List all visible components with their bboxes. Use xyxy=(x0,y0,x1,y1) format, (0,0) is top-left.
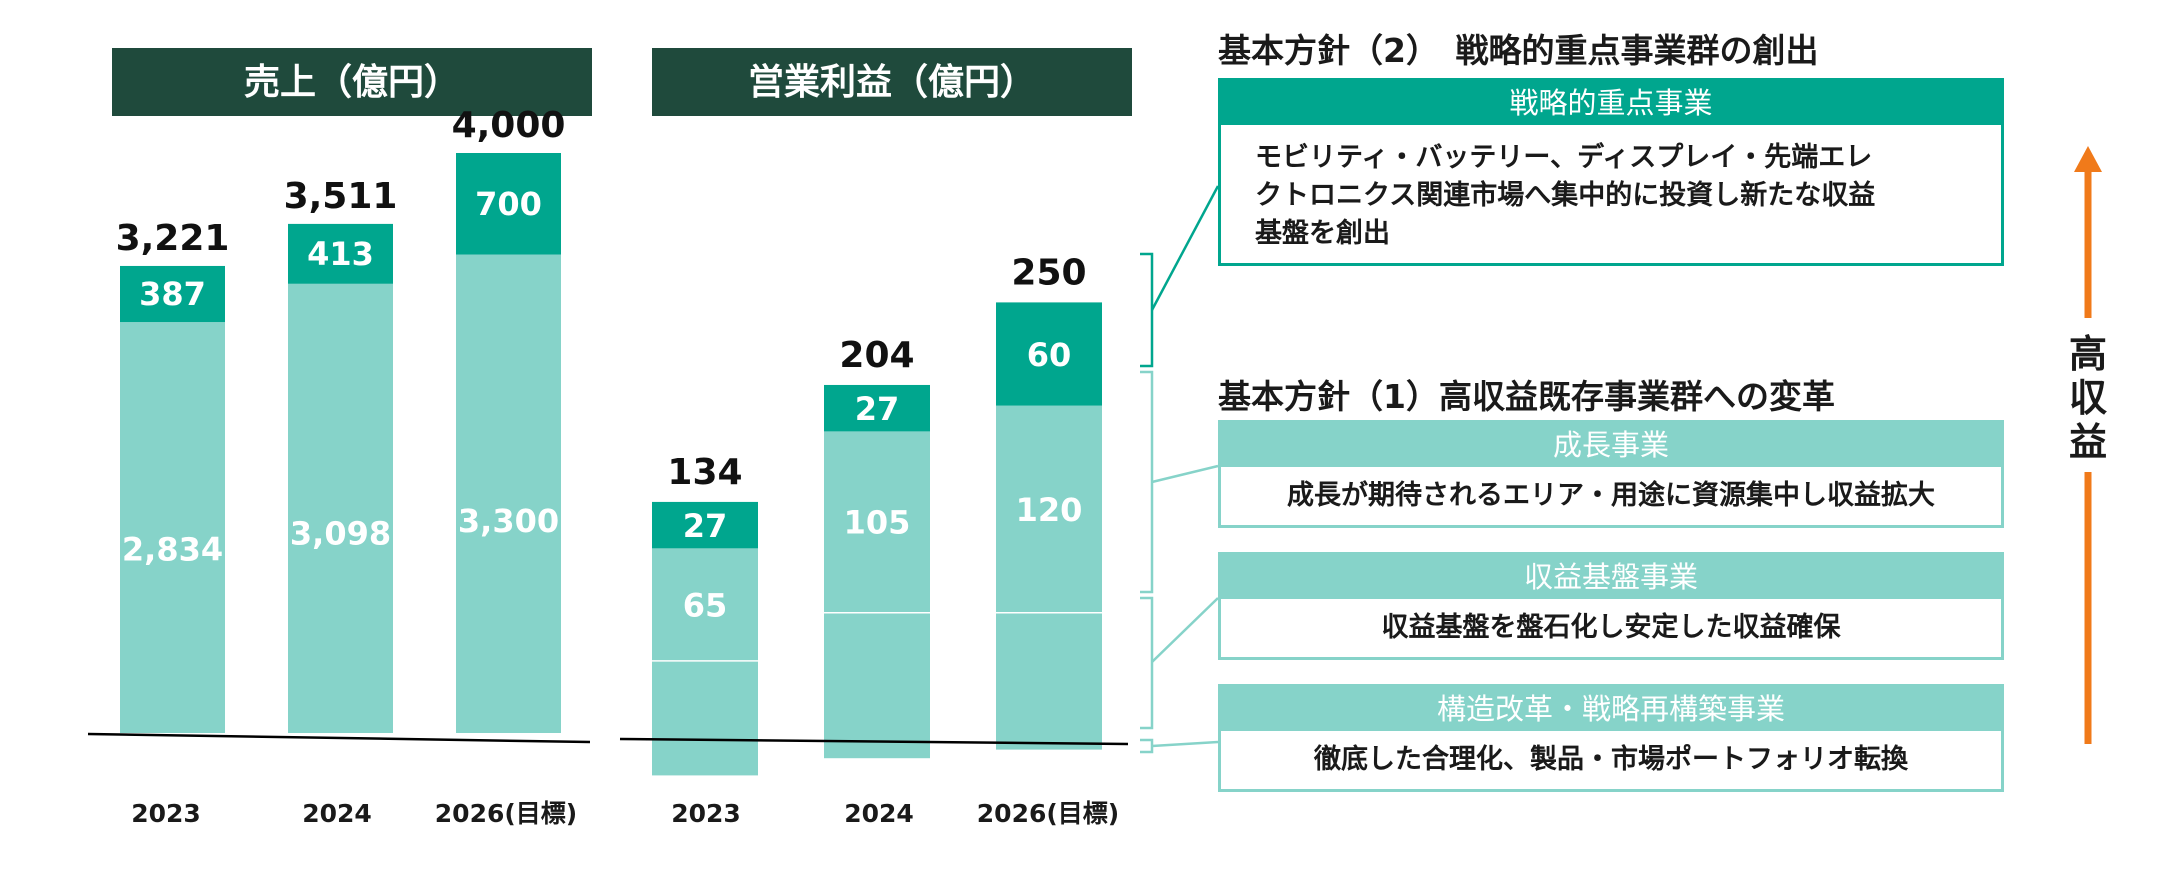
sales-chart-title: 売上（億円） xyxy=(244,62,460,103)
profit-growth-label-0: 65 xyxy=(683,586,728,624)
growth-box: 成長事業 成長が期待されるエリア・用途に資源集中し収益拡大 xyxy=(1218,420,2004,528)
connector-restructure xyxy=(1151,740,1219,748)
profit-x-tick-2023: 2023 xyxy=(671,799,741,828)
profit-bar-strategic-1 xyxy=(824,384,930,432)
profit-chart-header xyxy=(652,48,1132,116)
profit-growth-label-2: 120 xyxy=(1016,491,1083,529)
high-profit-char-2: 益 xyxy=(2068,420,2107,464)
segment-braces-light xyxy=(1140,370,1219,754)
sales-bar-strategic-0 xyxy=(120,265,225,323)
profit-bar-strategic-0 xyxy=(652,501,758,549)
sales-x-tick-2024: 2024 xyxy=(302,799,372,828)
sales-base-label-0: 2,834 xyxy=(122,530,223,568)
sales-bar-base-1 xyxy=(288,283,393,733)
segment-braces xyxy=(1140,185,1220,368)
profit-baseline xyxy=(619,737,1129,746)
connector-strategic xyxy=(1150,185,1220,311)
sales-bar-strategic-1 xyxy=(288,223,393,284)
base-box-body: 収益基盤を盤石化し安定した収益確保 xyxy=(1381,612,1841,643)
sales-x-tick-2026: 2026(目標) xyxy=(435,799,577,828)
sales-baseline xyxy=(87,732,591,744)
brace-strategic xyxy=(1140,252,1154,368)
sales-base-label-2: 3,300 xyxy=(458,502,559,540)
profit-strategic-label-2: 60 xyxy=(1027,336,1072,374)
brace-base xyxy=(1140,596,1154,730)
profit-chart-title: 営業利益（億円） xyxy=(748,62,1036,103)
sales-total-label-1: 3,511 xyxy=(284,176,398,217)
brace-growth xyxy=(1140,370,1154,594)
sales-strategic-label-2: 700 xyxy=(475,185,542,223)
sales-total-label-0: 3,221 xyxy=(116,218,230,259)
profit-chart: 営業利益（億円） 65 27 134 105 27 204 120 60 250 2023 20… xyxy=(619,48,1132,828)
profit-bar-restructure-1 xyxy=(824,741,930,759)
profit-bar-growth-2 xyxy=(996,405,1102,612)
strategic-line-2: クトロニクス関連市場へ集中的に投資し新たな収益 xyxy=(1255,180,1876,211)
profit-total-label-1: 204 xyxy=(839,335,914,376)
base-box-title: 収益基盤事業 xyxy=(1221,555,2001,599)
restructure-box: 構造改革・戦略再構築事業 徹底した合理化、製品・市場ポートフォリオ転換 xyxy=(1218,684,2004,792)
growth-box-title: 成長事業 xyxy=(1221,423,2001,467)
brace-restructure xyxy=(1140,738,1154,754)
profit-bar-restructure-2 xyxy=(996,741,1102,750)
sales-bars: 2,834 387 3,221 3,098 413 3,511 3,300 700 4,000 xyxy=(116,105,566,733)
sales-bar-base-2 xyxy=(456,254,561,733)
sales-base-label-1: 3,098 xyxy=(290,514,391,552)
high-profit-char-0: 高 xyxy=(2068,332,2107,376)
profit-x-tick-2026: 2026(目標) xyxy=(977,799,1119,828)
profit-bars: 65 27 134 105 27 204 120 60 250 xyxy=(652,252,1102,776)
profit-bar-base-1 xyxy=(824,612,930,741)
sales-bar-strategic-2 xyxy=(456,153,561,255)
profit-total-label-2: 250 xyxy=(1011,252,1086,293)
connector-base xyxy=(1151,597,1219,663)
high-profit-char-1: 収 xyxy=(2068,376,2107,420)
growth-box-body: 成長が期待されるエリア・用途に資源集中し収益拡大 xyxy=(1287,480,1935,511)
high-profit-arrow xyxy=(2074,146,2102,744)
policy2-heading: 基本方針（2） 戦略的重点事業群の創出 xyxy=(1218,31,1819,70)
profit-x-tick-2024: 2024 xyxy=(844,799,914,828)
policy1-heading: 基本方針（1）高収益既存事業群への変革 xyxy=(1218,377,1835,416)
connector-growth xyxy=(1151,464,1219,484)
profit-strategic-label-0: 27 xyxy=(683,507,728,545)
profit-total-label-0: 134 xyxy=(667,452,742,493)
profit-bar-growth-1 xyxy=(824,431,930,612)
sales-total-label-2: 4,000 xyxy=(452,105,566,146)
arrow-head xyxy=(2074,146,2102,172)
strategic-line-1: モビリティ・バッテリー、ディスプレイ・先端エレ xyxy=(1255,142,1873,173)
sales-bar-base-0 xyxy=(120,322,225,733)
profit-bar-strategic-2 xyxy=(996,302,1102,406)
restructure-box-body: 徹底した合理化、製品・市場ポートフォリオ転換 xyxy=(1314,744,1908,775)
profit-strategic-label-1: 27 xyxy=(855,390,900,428)
sales-chart: 売上（億円） 2,834 387 3,221 3,098 413 3,511 3,300 70… xyxy=(87,48,592,828)
profit-bar-base-0 xyxy=(652,660,758,741)
profit-growth-label-1: 105 xyxy=(844,504,911,542)
high-profit-label: 高収益 xyxy=(2066,332,2110,464)
strategic-box-title: 戦略的重点事業 xyxy=(1221,81,2001,125)
profit-bar-base-2 xyxy=(996,612,1102,741)
base-box: 収益基盤事業 収益基盤を盤石化し安定した収益確保 xyxy=(1218,552,2004,660)
profit-bar-growth-0 xyxy=(652,548,758,661)
strategic-line-3: 基盤を創出 xyxy=(1255,218,1390,249)
sales-chart-header xyxy=(112,48,592,116)
sales-strategic-label-1: 413 xyxy=(307,235,374,273)
strategic-box-body: モビリティ・バッテリー、ディスプレイ・先端エレ クトロニクス関連市場へ集中的に投… xyxy=(1255,139,1995,253)
restructure-box-title: 構造改革・戦略再構築事業 xyxy=(1221,687,2001,731)
profit-bar-restructure-0 xyxy=(652,741,758,776)
sales-strategic-label-0: 387 xyxy=(139,275,206,313)
strategic-box: 戦略的重点事業 モビリティ・バッテリー、ディスプレイ・先端エレ クトロニクス関連… xyxy=(1218,78,2004,266)
sales-x-tick-2023: 2023 xyxy=(131,799,201,828)
